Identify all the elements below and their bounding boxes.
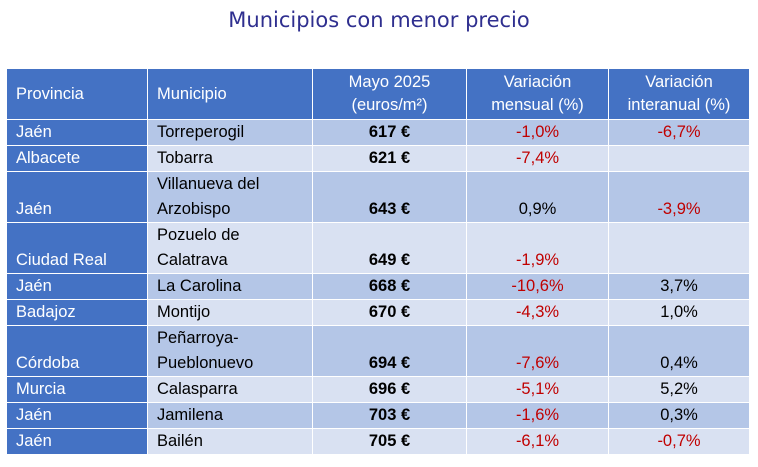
header-interanual-line1: Variación (645, 73, 713, 91)
table-row: Albacete Tobarra 621 € -7,4% (6, 145, 750, 172)
cell-variacion-interanual (608, 145, 750, 172)
municipio-line: Pueblonuevo (157, 354, 254, 372)
cell-variacion-interanual: 3,7% (608, 273, 750, 300)
cell-variacion-interanual: 0,4% (608, 325, 750, 377)
cell-municipio: Peñarroya- Pueblonuevo (147, 325, 313, 377)
municipio-line: Calatrava (157, 251, 228, 269)
table-row: Jaén La Carolina 668 € -10,6% 3,7% (6, 273, 750, 300)
table-row: Murcia Calasparra 696 € -5,1% 5,2% (6, 376, 750, 403)
page-title: Municipios con menor precio (228, 8, 530, 32)
table-row: Jaén Villanueva del Arzobispo 643 €0,9% -3,9… (6, 171, 750, 223)
cell-precio: 694 € (312, 325, 467, 377)
cell-precio: 670 € (312, 299, 467, 326)
cell-variacion-mensual: -5,1% (466, 376, 609, 403)
cell-provincia: Jaén (6, 428, 148, 455)
header-row: Provincia Municipio Mayo 2025 (euros/m²)… (6, 68, 750, 120)
cell-precio: 705 € (312, 428, 467, 455)
table-row: Jaén Jamilena 703 € -1,6% 0,3% (6, 402, 750, 429)
cell-precio: 621 € (312, 145, 467, 172)
municipio-line: Villanueva del (157, 175, 260, 193)
cell-variacion-mensual: -7,6% (466, 325, 609, 377)
municipio-line: Pozuelo de (157, 226, 240, 244)
municipio-line: Jamilena (157, 406, 224, 424)
cell-provincia: Córdoba (6, 325, 148, 377)
municipio-line: Peñarroya- (157, 329, 239, 347)
cell-provincia: Murcia (6, 376, 148, 403)
cell-municipio: Tobarra (147, 145, 313, 172)
cell-municipio: Montijo (147, 299, 313, 326)
municipio-line: Tobarra (157, 149, 213, 167)
cell-variacion-interanual: -3,9% (608, 171, 750, 223)
municipio-line: Arzobispo (157, 200, 231, 218)
header-precio-line1: Mayo 2025 (348, 73, 431, 91)
cell-precio: 617 € (312, 119, 467, 146)
header-interanual: Variación interanual (%) (608, 68, 750, 120)
table-row: Badajoz Montijo 670 € -4,3% 1,0% (6, 299, 750, 326)
cell-municipio: Jamilena (147, 402, 313, 429)
municipio-line: La Carolina (157, 277, 242, 295)
municipio-line: Torreperogil (157, 123, 245, 141)
cell-precio: 703 € (312, 402, 467, 429)
cell-variacion-mensual: -1,9% (466, 222, 609, 274)
header-mensual: Variación mensual (%) (466, 68, 609, 120)
cell-municipio: Pozuelo de Calatrava (147, 222, 313, 274)
table-row: Jaén Torreperogil 617 € -1,0% -6,7% (6, 119, 750, 146)
cell-provincia: Ciudad Real (6, 222, 148, 274)
cell-provincia: Jaén (6, 273, 148, 300)
cell-municipio: Villanueva del Arzobispo (147, 171, 313, 223)
cell-municipio: Bailén (147, 428, 313, 455)
cell-variacion-mensual: 0,9% (466, 171, 609, 223)
table-row: Ciudad Real Pozuelo de Calatrava 649 € -1,9% (6, 222, 750, 274)
municipio-line: Calasparra (157, 380, 238, 398)
municipio-line: Bailén (157, 432, 203, 450)
cell-variacion-mensual: -7,4% (466, 145, 609, 172)
header-precio: Mayo 2025 (euros/m²) (312, 68, 467, 120)
cell-municipio: Torreperogil (147, 119, 313, 146)
header-mensual-line1: Variación (503, 73, 572, 91)
cell-provincia: Jaén (6, 402, 148, 429)
cell-variacion-interanual: 1,0% (608, 299, 750, 326)
price-table: Provincia Municipio Mayo 2025 (euros/m²)… (6, 68, 750, 455)
table-body: Jaén Torreperogil 617 € -1,0% -6,7% Albacete T… (6, 119, 750, 455)
cell-provincia: Albacete (6, 145, 148, 172)
table-row: Córdoba Peñarroya- Pueblonuevo 694 € -7,6% 0,… (6, 325, 750, 377)
header-interanual-line2: interanual (%) (627, 96, 731, 114)
cell-variacion-interanual: -0,7% (608, 428, 750, 455)
cell-variacion-interanual: 0,3% (608, 402, 750, 429)
cell-variacion-interanual (608, 222, 750, 274)
header-precio-line2: (euros/m²) (351, 96, 428, 114)
cell-provincia: Jaén (6, 119, 148, 146)
header-mensual-line2: mensual (%) (491, 96, 584, 114)
municipio-line: Montijo (157, 303, 211, 321)
cell-precio: 649 € (312, 222, 467, 274)
cell-precio: 696 € (312, 376, 467, 403)
cell-variacion-interanual: 5,2% (608, 376, 750, 403)
cell-provincia: Jaén (6, 171, 148, 223)
cell-variacion-mensual: -4,3% (466, 299, 609, 326)
header-municipio: Municipio (147, 68, 313, 120)
cell-variacion-mensual: -1,6% (466, 402, 609, 429)
table-row: Jaén Bailén 705 € -6,1% -0,7% (6, 428, 750, 455)
cell-variacion-mensual: -10,6% (466, 273, 609, 300)
cell-precio: 643 € (312, 171, 467, 223)
cell-municipio: Calasparra (147, 376, 313, 403)
cell-provincia: Badajoz (6, 299, 148, 326)
header-provincia: Provincia (6, 68, 148, 120)
cell-precio: 668 € (312, 273, 467, 300)
cell-variacion-mensual: -6,1% (466, 428, 609, 455)
cell-variacion-interanual: -6,7% (608, 119, 750, 146)
cell-variacion-mensual: -1,0% (466, 119, 609, 146)
cell-municipio: La Carolina (147, 273, 313, 300)
